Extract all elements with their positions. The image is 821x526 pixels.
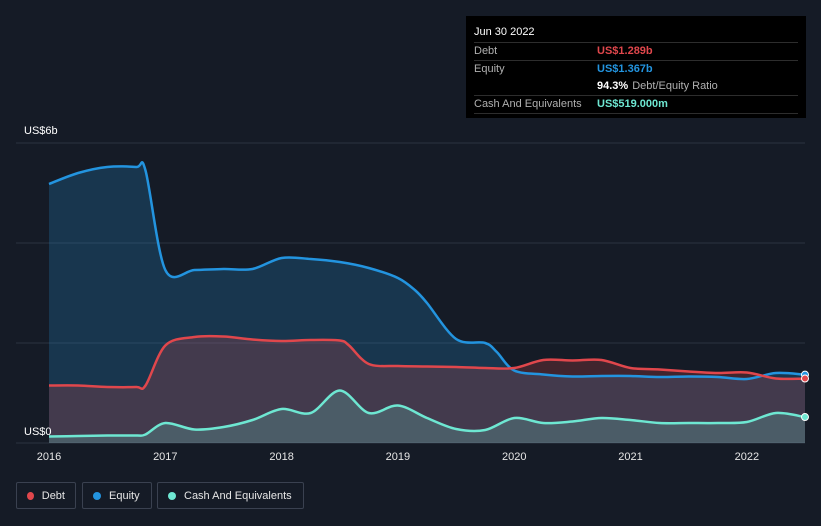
tooltip-equity-label: Equity (474, 63, 505, 75)
tooltip-row-equity: Equity US$1.367b (474, 60, 798, 78)
tooltip: Jun 30 2022 Debt US$1.289b Equity US$1.3… (466, 16, 806, 118)
debt-dot-icon (27, 491, 34, 500)
tooltip-date: Jun 30 2022 (474, 26, 535, 38)
cash-line (48, 389, 806, 438)
cash-endpoint (801, 413, 809, 422)
y-tick-label-min: US$0 (24, 426, 52, 438)
tooltip-cash-value: US$519.000m (597, 98, 668, 110)
x-tick-label: 2019 (386, 451, 410, 463)
equity-dot-icon (93, 491, 101, 500)
tooltip-debt-label: Debt (474, 45, 498, 57)
tooltip-row-cash: Cash And Equivalents US$519.000m (474, 95, 798, 114)
tooltip-debt-value: US$1.289b (597, 45, 653, 57)
tooltip-ratio-label: Debt/Equity Ratio (632, 80, 718, 92)
series-lines (48, 161, 806, 438)
equity-line (48, 161, 806, 381)
legend-item-equity[interactable]: Equity (82, 482, 152, 509)
legend-debt-label: Debt (41, 489, 65, 502)
debt-line (48, 334, 806, 391)
grid-lines (16, 142, 805, 444)
series-endpoints (801, 370, 809, 422)
x-tick-label: 2018 (269, 451, 293, 463)
legend-item-cash[interactable]: Cash And Equivalents (157, 482, 304, 509)
tooltip-equity-value: US$1.367b (597, 63, 653, 75)
x-tick-label: 2020 (502, 451, 526, 463)
x-tick-label: 2017 (153, 451, 177, 463)
debt-endpoint (801, 374, 809, 383)
legend-equity-label: Equity (109, 489, 140, 502)
tooltip-ratio-spacer (474, 78, 597, 95)
tooltip-cash-label: Cash And Equivalents (474, 98, 582, 110)
tooltip-row-ratio: 94.3% Debt/Equity Ratio (474, 78, 798, 95)
x-tick-label: 2022 (735, 451, 759, 463)
debt-area (49, 336, 805, 443)
y-tick-label-max: US$6b (24, 125, 58, 137)
legend-item-debt[interactable]: Debt (16, 482, 76, 509)
y-axis: US$0 US$6b (24, 125, 58, 438)
x-tick-label: 2021 (618, 451, 642, 463)
x-axis: 2016 2017 2018 2019 2020 2021 2022 (37, 451, 759, 463)
tooltip-row-debt: Debt US$1.289b (474, 42, 798, 60)
tooltip-ratio-value: 94.3% (597, 80, 629, 92)
x-tick-label: 2016 (37, 451, 61, 463)
cash-dot-icon (168, 491, 176, 500)
legend-cash-label: Cash And Equivalents (184, 489, 292, 502)
equity-area (49, 162, 805, 443)
series-areas (49, 162, 805, 443)
cash-area (49, 390, 805, 443)
